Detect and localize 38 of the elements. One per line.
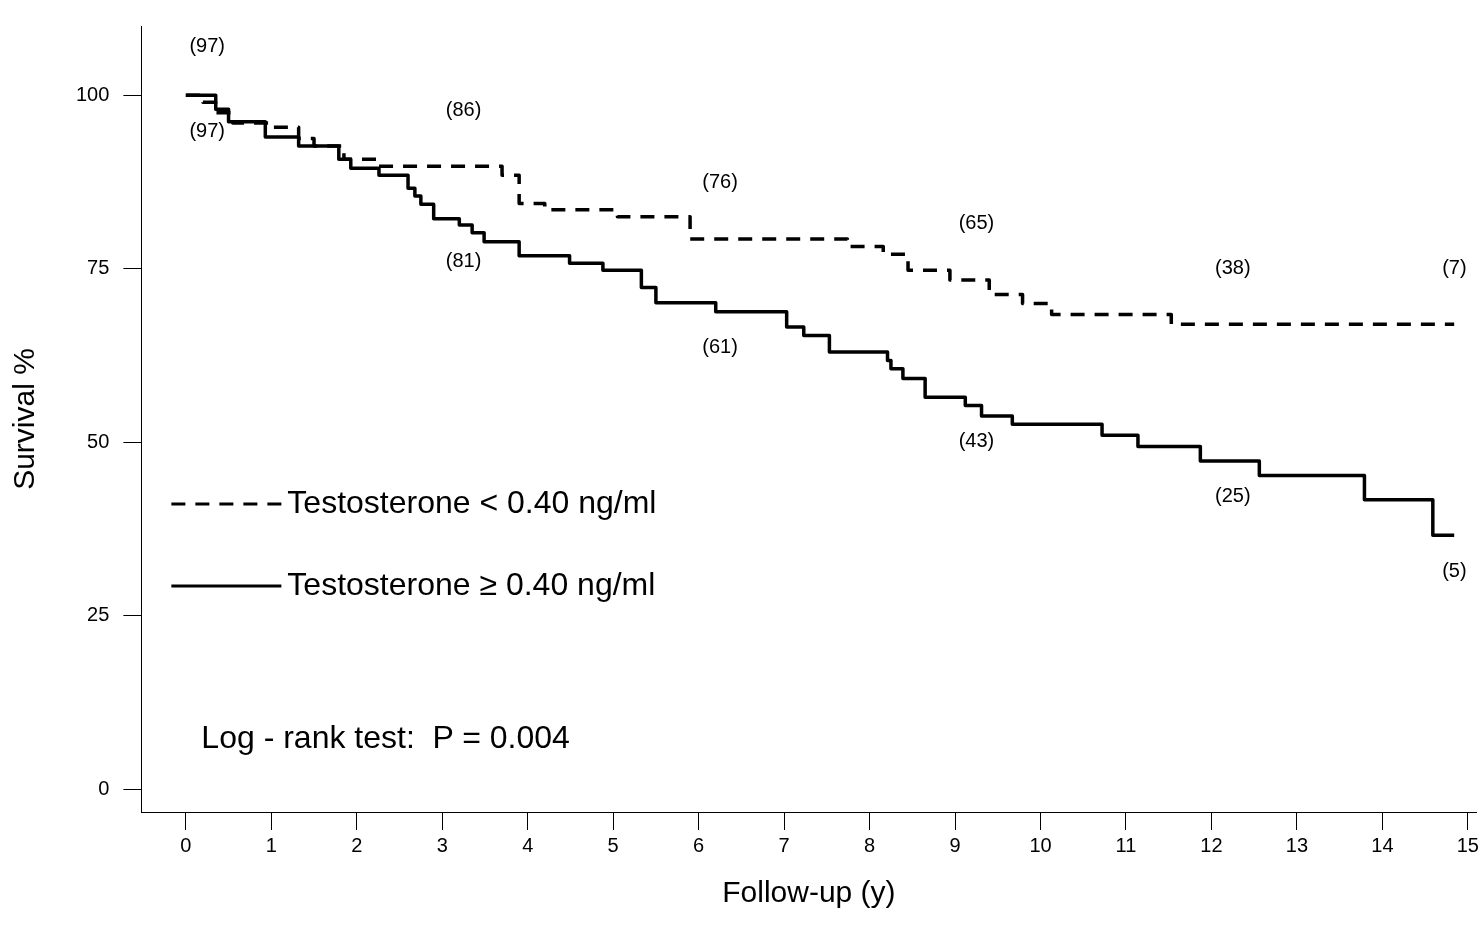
annotation: (38) [1215,255,1251,278]
annotation: (25) [1215,484,1251,507]
x-tick-label: 12 [1200,833,1223,856]
x-tick-label: 11 [1115,833,1137,856]
annotation: (7) [1442,255,1467,278]
x-tick-label: 4 [522,833,534,856]
annotation: (43) [958,428,995,451]
x-tick-label: 5 [607,833,619,856]
legend-label: Testosterone < 0.40 ng/ml [287,483,657,520]
x-axis-title: Follow-up (y) [722,875,896,909]
x-tick-label: 7 [778,833,790,856]
x-tick-label: 2 [351,833,363,856]
x-tick-label: 10 [1029,833,1052,856]
annotation: (65) [958,211,995,234]
y-axis-title: Survival % [7,348,41,490]
annotation: (97) [189,33,225,56]
x-tick-label: 1 [265,833,277,856]
y-tick-label: 0 [98,776,110,799]
x-tick-label: 9 [949,833,961,856]
annotation: (5) [1442,558,1467,581]
y-tick-label: 50 [87,429,110,452]
legend-label: Testosterone ≥ 0.40 ng/ml [287,565,656,602]
x-tick-label: 8 [864,833,876,856]
x-tick-label: 0 [180,833,192,856]
x-tick-label: 13 [1285,833,1309,856]
annotation: (81) [445,248,482,271]
annotation: (97) [189,118,225,141]
annotation: Log - rank test: P = 0.004 [201,718,570,755]
x-tick-label: 14 [1371,833,1394,856]
annotation: (76) [702,170,738,193]
y-tick-label: 100 [75,82,110,105]
annotation: (86) [445,97,482,120]
x-tick-label: 6 [693,833,705,856]
annotation: (61) [702,335,738,358]
x-tick-label: 15 [1456,833,1479,856]
y-tick-label: 25 [87,603,110,626]
x-tick-label: 3 [436,833,448,856]
y-tick-label: 75 [87,256,110,279]
